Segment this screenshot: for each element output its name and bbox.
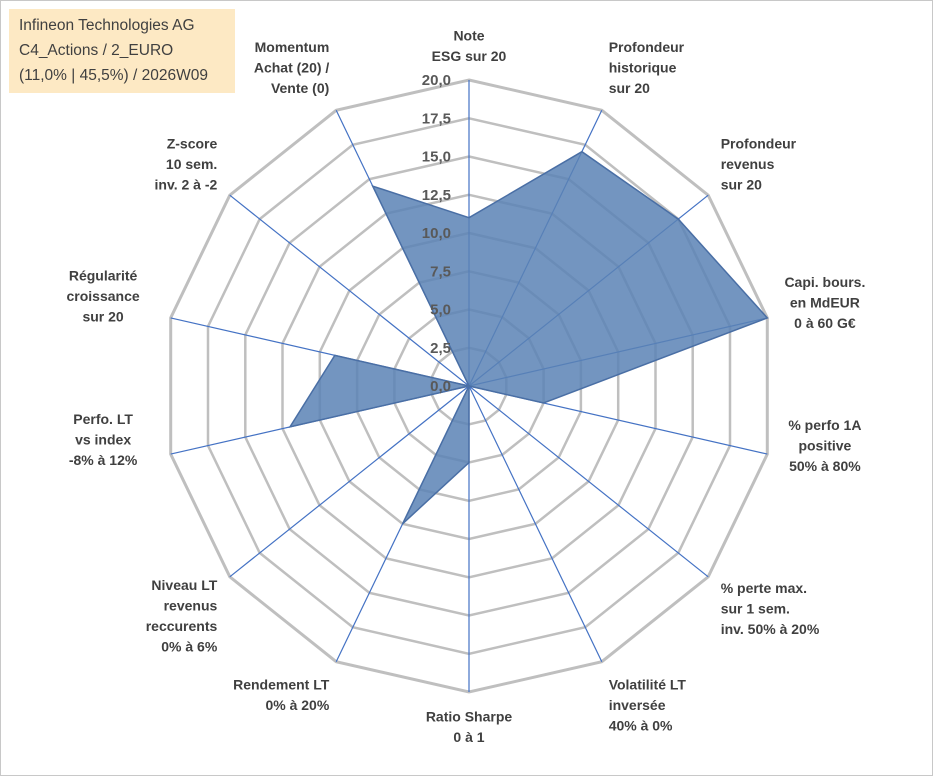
axis-label: % perfo 1A <box>788 417 861 433</box>
axis-label: sur 1 sem. <box>721 601 790 617</box>
category-label: C4_Actions / 2_EURO <box>19 42 174 59</box>
axis-label: 0 à 60 G€ <box>794 315 856 331</box>
axis-label: revenus <box>164 598 218 614</box>
axis-spoke-6 <box>468 385 603 662</box>
axis-label: Rendement LT <box>233 677 330 693</box>
axis-label: Z-score <box>167 136 218 152</box>
axis-spoke-9 <box>229 385 470 578</box>
axis-label: inv. 50% à 20% <box>721 621 820 637</box>
score-period-label: (11,0% | 45,5%) / 2026W09 <box>19 67 208 84</box>
axis-label: -8% à 12% <box>69 452 138 468</box>
axis-label: 40% à 0% <box>609 718 673 734</box>
tick-label: 10,0 <box>422 225 451 242</box>
tick-label: 15,0 <box>422 149 451 166</box>
axis-label: 10 sem. <box>166 156 217 172</box>
axis-label: revenus <box>721 156 775 172</box>
info-box: Infineon Technologies AG C4_Actions / 2_… <box>9 9 235 93</box>
axis-label: en MdEUR <box>790 294 860 310</box>
axis-label: Profondeur <box>609 39 685 55</box>
tick-label: 2,5 <box>430 340 451 357</box>
axis-label: Vente (0) <box>271 80 329 96</box>
axis-label: positive <box>798 438 851 454</box>
axis-label: sur 20 <box>609 80 650 96</box>
axis-label: Profondeur <box>721 136 797 152</box>
tick-label: 5,0 <box>430 302 451 319</box>
axis-label: Note <box>453 28 484 44</box>
tick-label: 7,5 <box>430 263 451 280</box>
axis-label: Perfo. LT <box>73 411 133 427</box>
radar-axis-labels: Note ESG sur 20 Profondeur historique sur 20… <box>67 28 866 746</box>
axis-label: sur 20 <box>721 177 762 193</box>
axis-label: sur 20 <box>82 309 123 325</box>
axis-spoke-12 <box>229 194 470 387</box>
axis-label: % perte max. <box>721 580 807 596</box>
axis-label: Volatilité LT <box>609 677 687 693</box>
axis-label: 0 à 1 <box>453 729 484 745</box>
radar-series <box>288 150 769 525</box>
axis-label: ESG sur 20 <box>432 48 507 64</box>
axis-label: 50% à 80% <box>789 458 861 474</box>
axis-label: 0% à 6% <box>161 639 218 655</box>
axis-label: Régularité <box>69 268 138 284</box>
tick-label: 0,0 <box>430 378 451 395</box>
axis-label: Ratio Sharpe <box>426 709 513 725</box>
axis-label: Achat (20) / <box>254 59 330 75</box>
axis-spoke-5 <box>468 385 709 578</box>
axis-label: reccurents <box>146 618 218 634</box>
tick-label: 20,0 <box>422 72 451 89</box>
axis-label: Niveau LT <box>151 577 217 593</box>
axis-label: historique <box>609 59 677 75</box>
axis-label: Momentum <box>255 39 330 55</box>
axis-label: vs index <box>75 432 131 448</box>
series-area <box>288 150 769 525</box>
axis-label: inversée <box>609 697 666 713</box>
axis-label: 0% à 20% <box>265 697 329 713</box>
radar-tick-labels: 0,0 2,5 5,0 7,5 10,0 12,5 15,0 17,5 20,0 <box>422 72 451 395</box>
company-name: Infineon Technologies AG <box>19 17 195 34</box>
axis-label: Capi. bours. <box>784 274 865 290</box>
tick-label: 17,5 <box>422 110 451 127</box>
tick-label: 12,5 <box>422 187 451 204</box>
axis-label: croissance <box>67 288 140 304</box>
axis-label: inv. 2 à -2 <box>155 177 218 193</box>
